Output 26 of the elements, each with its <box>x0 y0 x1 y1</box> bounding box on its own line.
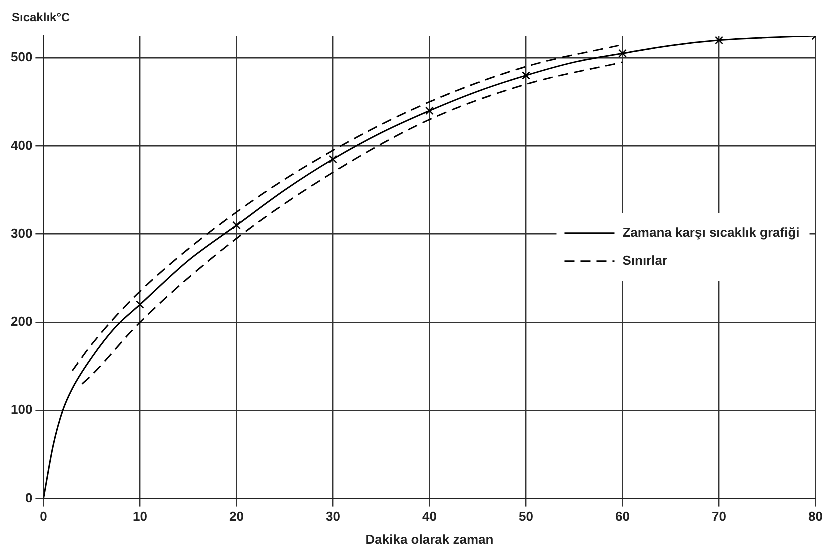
y-tick-label: 200 <box>10 314 33 330</box>
y-tick-label: 300 <box>10 226 33 241</box>
y-tick-label: 0 <box>25 490 33 506</box>
y-tick-label: 500 <box>10 50 33 65</box>
x-tick-label: 80 <box>808 509 824 524</box>
legend-label: Sınırlar <box>622 252 668 268</box>
point <box>618 49 627 58</box>
legend-label: Zamana karşı sıcaklık grafiği <box>622 224 800 240</box>
x-tick-label: 60 <box>616 509 630 524</box>
point <box>232 221 241 230</box>
point <box>136 300 144 310</box>
point <box>715 36 724 45</box>
x-axis-title: Dakika olarak zaman <box>366 532 494 547</box>
x-tick-label: 20 <box>229 509 244 524</box>
y-tick-label: 100 <box>10 402 33 418</box>
point <box>329 155 338 164</box>
x-tick-label: 0 <box>40 509 48 524</box>
x-tick-label: 10 <box>132 509 148 524</box>
x-tick-label: 30 <box>326 509 340 524</box>
x-tick-label: 40 <box>422 509 437 524</box>
point <box>426 106 434 116</box>
point <box>522 71 530 80</box>
x-tick-label: 70 <box>712 509 726 524</box>
y-tick-label: 400 <box>10 138 33 153</box>
y-axis-title: Sıcaklık°C <box>12 10 70 24</box>
x-tick-label: 50 <box>519 509 534 524</box>
